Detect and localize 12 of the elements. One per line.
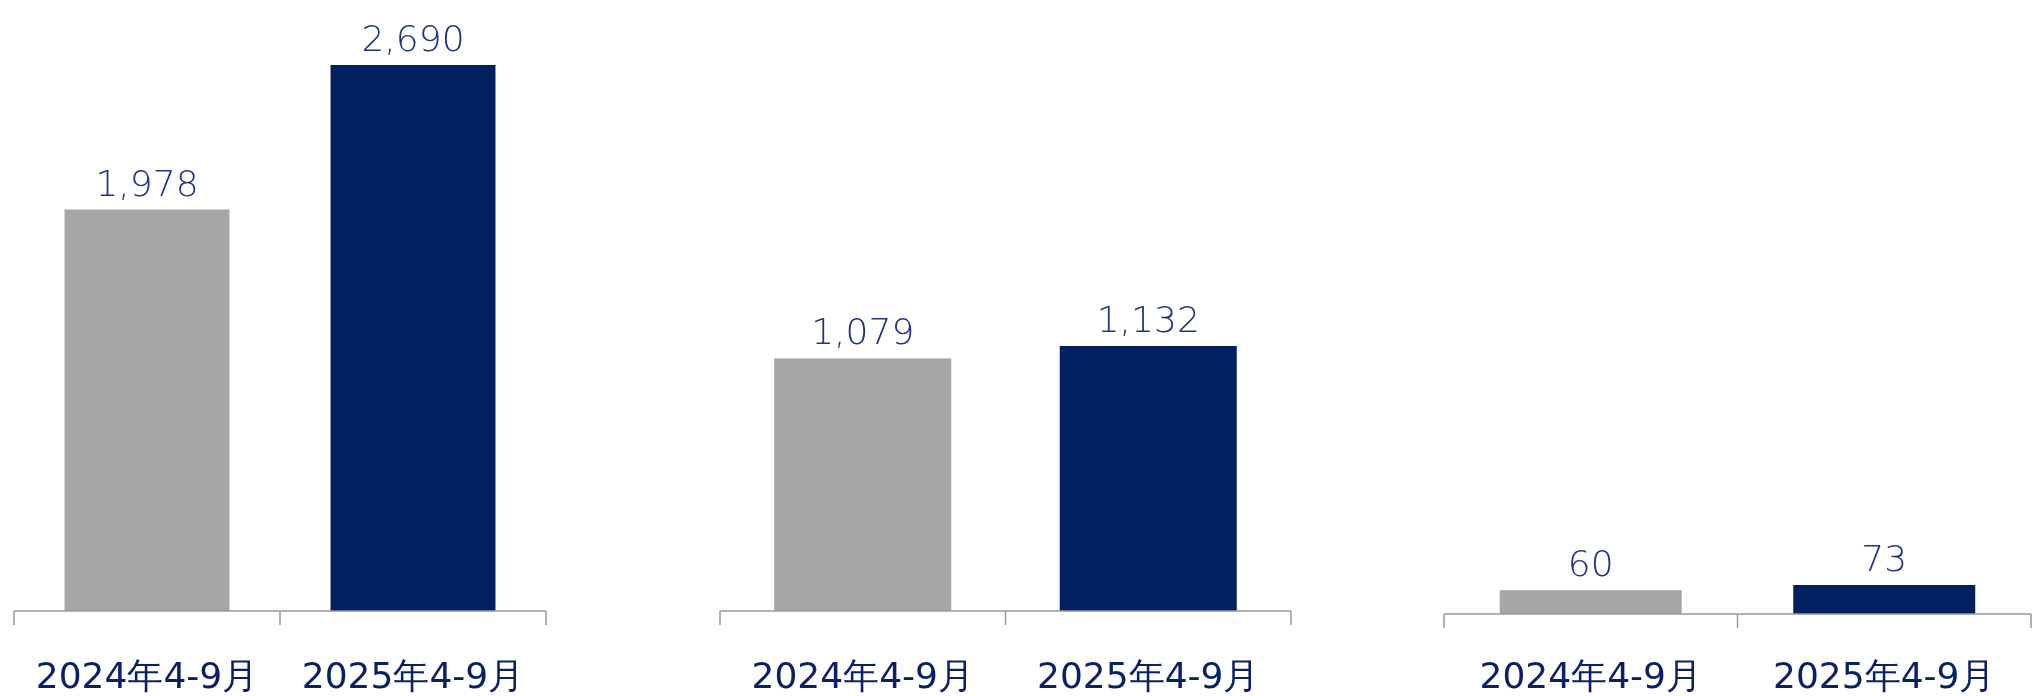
x-tick-label: 2024年4-9月 bbox=[751, 655, 974, 696]
data-label: 1,978 bbox=[95, 162, 199, 204]
x-tick-label: 2025年4-9月 bbox=[301, 655, 525, 696]
x-tick-label: 2025年4-9月 bbox=[1037, 655, 1260, 696]
x-tick-label: 2024年4-9月 bbox=[1479, 655, 1702, 696]
data-label: 73 bbox=[1861, 538, 1908, 579]
data-label: 1,132 bbox=[1096, 299, 1200, 340]
data-label: 60 bbox=[1567, 543, 1614, 585]
data-label: 2,690 bbox=[361, 18, 465, 59]
x-tick-label: 2024年4-9月 bbox=[35, 655, 259, 696]
data-label: 1,079 bbox=[811, 311, 915, 353]
x-tick-label: 2025年4-9月 bbox=[1773, 655, 1996, 696]
